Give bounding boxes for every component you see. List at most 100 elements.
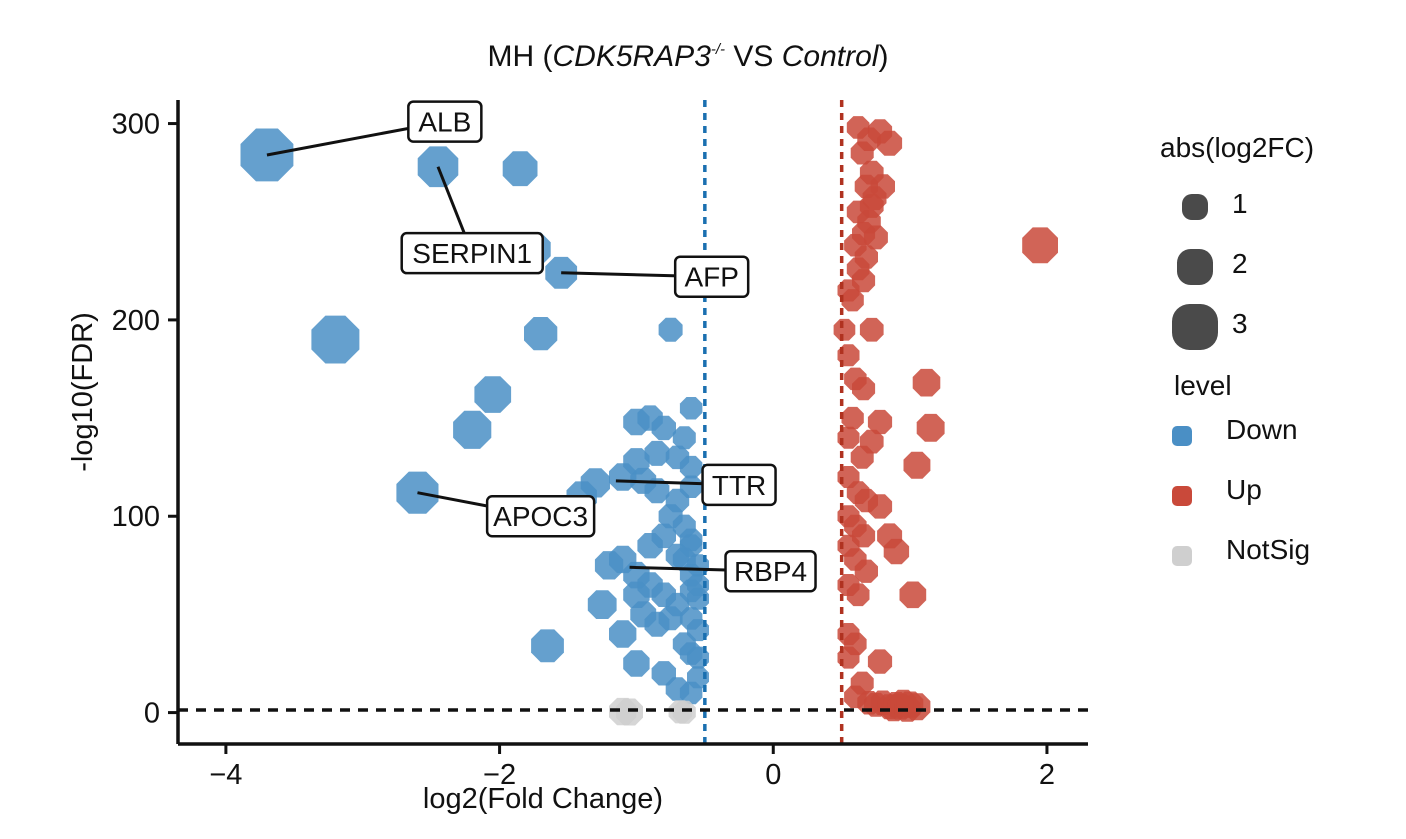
gene-label-text: RBP4: [734, 556, 807, 587]
x-tick-label: −2: [483, 759, 516, 791]
size-dot-large-icon: [1172, 304, 1218, 350]
down-swatch-icon: [1172, 426, 1192, 446]
title-superscript: -/-: [710, 41, 726, 58]
data-point-down: [623, 650, 650, 677]
legend-color-label-notsig: NotSig: [1226, 534, 1311, 565]
gene-label: APOC3: [417, 491, 596, 538]
title-vs: VS: [725, 40, 782, 73]
data-point-up: [877, 130, 903, 156]
data-point-down: [679, 455, 703, 479]
data-point-up: [912, 368, 941, 397]
legend-color-label-up: Up: [1226, 474, 1262, 505]
gene-label-box: [724, 549, 817, 593]
y-tick-label: 0: [144, 698, 160, 730]
data-point-up: [1022, 227, 1058, 264]
gene-label-box: [701, 463, 777, 507]
gene-label-text: ALB: [418, 107, 471, 138]
data-point-down: [658, 317, 683, 342]
data-point-up: [859, 194, 884, 218]
y-tick-label: 100: [112, 501, 160, 533]
data-point-down: [396, 471, 439, 514]
data-point-up: [841, 406, 864, 430]
legend-color-entry-down: Down: [1160, 412, 1390, 456]
data-point-down: [644, 440, 670, 466]
gene-label-text: TTR: [712, 470, 766, 501]
volcano-plot: ALB SERPIN1 AFP TTR APOC3 RBP4 −4 −2 0 2 0 100 200 30…: [67, 100, 1088, 815]
gene-label: RBP4: [629, 549, 817, 593]
x-tick-label: −4: [209, 759, 242, 791]
size-dot-small-icon: [1182, 194, 1208, 220]
gene-label-box: [673, 255, 750, 298]
x-tick-label: 0: [765, 759, 781, 791]
data-point-up: [859, 317, 884, 342]
size-dot-medium-icon: [1177, 249, 1213, 285]
data-point-down: [474, 376, 512, 413]
gene-label: ALB: [266, 100, 483, 157]
up-swatch-icon: [1172, 486, 1192, 506]
data-point-down: [637, 533, 663, 559]
chart-title: MH (CDK5RAP3-/- VS Control): [0, 40, 1376, 74]
x-tick-label: 2: [1039, 759, 1055, 791]
data-point-notsig: [672, 700, 696, 724]
legend-color-label-down: Down: [1226, 414, 1298, 445]
gene-label-box: [407, 100, 483, 143]
title-gene: CDK5RAP3: [552, 40, 711, 73]
title-control: Control: [781, 40, 879, 73]
data-point-down: [524, 317, 558, 351]
data-point-down: [679, 528, 703, 552]
legend-color-entry-notsig: NotSig: [1160, 532, 1390, 576]
data-point-up: [833, 318, 856, 341]
gene-label-text: SERPIN1: [412, 238, 532, 269]
data-point-down: [672, 547, 696, 571]
notsig-swatch-icon: [1172, 546, 1192, 566]
y-tick-label: 300: [112, 109, 160, 141]
legend-size-entry-2: 2: [1160, 244, 1390, 288]
data-point-up: [916, 413, 945, 442]
data-point-up: [850, 445, 874, 469]
data-point-up: [903, 451, 931, 479]
y-tick-label: 200: [112, 305, 160, 337]
data-point-up: [846, 583, 870, 607]
gene-label-text: AFP: [684, 262, 738, 293]
data-point-down: [609, 620, 637, 648]
data-point-down: [311, 315, 360, 364]
data-point-down: [658, 606, 683, 631]
data-point-down: [651, 415, 676, 441]
legend-size-entry-1: 1: [1160, 184, 1390, 228]
data-point-up: [850, 141, 874, 165]
legend-size-label-2: 2: [1232, 248, 1248, 279]
legend-color-title: level: [1174, 370, 1232, 401]
legend-size-entry-3: 3: [1160, 304, 1390, 350]
gene-label: AFP: [561, 255, 750, 298]
gene-label-box: [485, 494, 596, 538]
data-point-down: [453, 410, 492, 449]
data-point-up: [867, 409, 893, 435]
legend-size-label-3: 3: [1232, 308, 1248, 339]
gene-label: TTR: [615, 463, 777, 507]
data-point-down: [531, 629, 564, 663]
data-point-up: [867, 649, 893, 674]
data-point-up: [899, 581, 927, 609]
data-point-up: [870, 174, 895, 199]
data-point-down: [651, 661, 676, 686]
legend-color-entry-up: Up: [1160, 472, 1390, 516]
data-point-down: [417, 146, 459, 188]
data-point-down: [502, 151, 538, 187]
data-point-up: [883, 538, 910, 565]
title-prefix: MH (: [487, 40, 553, 73]
data-point-down: [594, 551, 624, 580]
data-point-up: [852, 377, 876, 401]
gene-label: SERPIN1: [400, 166, 544, 275]
gene-label-box: [400, 231, 544, 275]
gene-label-text: APOC3: [493, 501, 588, 532]
data-point-down: [679, 579, 703, 603]
data-point-down: [687, 666, 709, 689]
data-point-up: [863, 225, 888, 250]
data-point-down: [623, 448, 650, 475]
data-point-down: [679, 397, 703, 420]
data-point-down: [644, 478, 670, 504]
data-point-up: [867, 494, 893, 519]
legend-size-label-1: 1: [1232, 188, 1248, 219]
legend-size-title: abs(log2FC): [1160, 132, 1315, 163]
data-point-down: [679, 607, 703, 630]
